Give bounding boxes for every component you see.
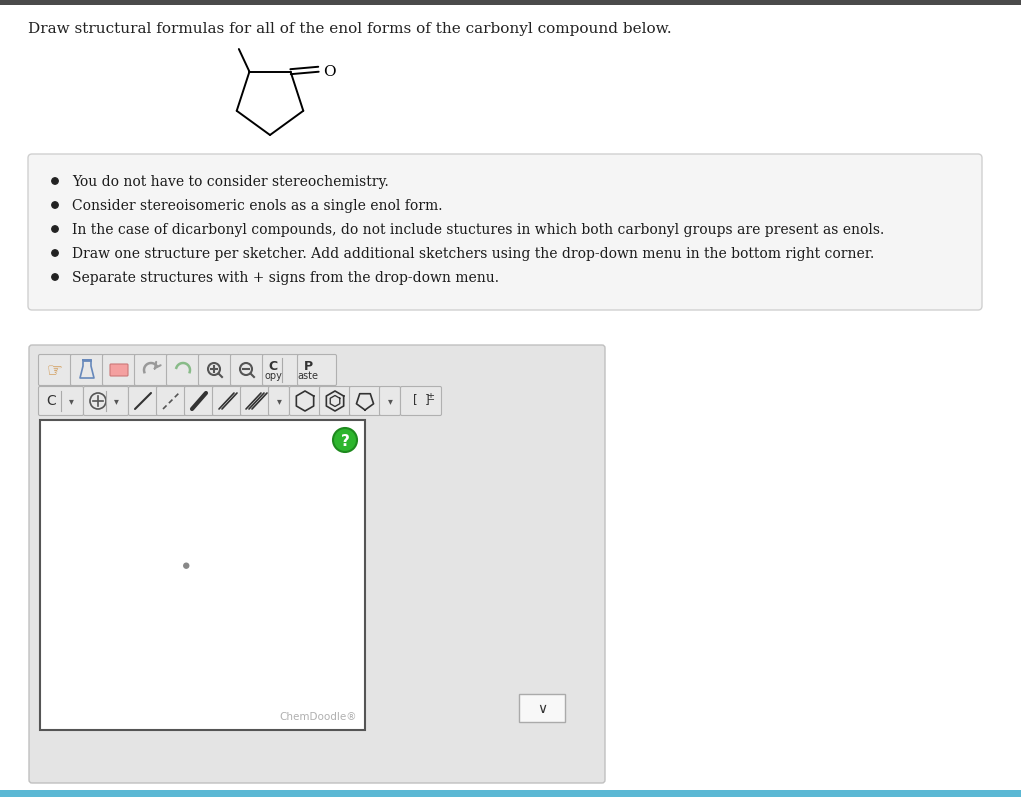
Text: aste: aste: [297, 371, 319, 381]
Circle shape: [52, 226, 58, 232]
Text: Consider stereoisomeric enols as a single enol form.: Consider stereoisomeric enols as a singl…: [72, 199, 442, 213]
FancyBboxPatch shape: [400, 387, 441, 415]
FancyBboxPatch shape: [241, 387, 270, 415]
FancyBboxPatch shape: [29, 345, 605, 783]
Bar: [519, 694, 565, 722]
Circle shape: [52, 202, 58, 208]
FancyBboxPatch shape: [166, 355, 199, 386]
Text: Draw structural formulas for all of the enol forms of the carbonyl compound belo: Draw structural formulas for all of the …: [28, 22, 672, 36]
Circle shape: [184, 563, 189, 568]
FancyBboxPatch shape: [262, 355, 299, 386]
Text: O: O: [324, 65, 336, 79]
Text: ?: ?: [341, 434, 349, 449]
Text: Draw one structure per sketcher. Add additional sketchers using the drop-down me: Draw one structure per sketcher. Add add…: [72, 247, 874, 261]
FancyBboxPatch shape: [269, 387, 290, 415]
Text: [  ]: [ ]: [412, 394, 430, 406]
FancyBboxPatch shape: [297, 355, 337, 386]
FancyBboxPatch shape: [39, 387, 84, 415]
FancyBboxPatch shape: [380, 387, 400, 415]
FancyBboxPatch shape: [320, 387, 350, 415]
Text: Separate structures with + signs from the drop-down menu.: Separate structures with + signs from th…: [72, 271, 499, 285]
FancyBboxPatch shape: [231, 355, 263, 386]
Text: ▾: ▾: [277, 396, 282, 406]
FancyBboxPatch shape: [198, 355, 232, 386]
FancyBboxPatch shape: [290, 387, 321, 415]
FancyBboxPatch shape: [84, 387, 129, 415]
Text: ±: ±: [426, 392, 434, 402]
Text: ▾: ▾: [388, 396, 392, 406]
FancyBboxPatch shape: [110, 364, 128, 376]
FancyBboxPatch shape: [135, 355, 167, 386]
Text: ☞: ☞: [47, 361, 63, 379]
FancyBboxPatch shape: [156, 387, 186, 415]
Text: ChemDoodle®: ChemDoodle®: [280, 712, 357, 722]
Circle shape: [333, 428, 357, 452]
Text: ∨: ∨: [537, 702, 547, 716]
Text: C: C: [46, 394, 56, 408]
Bar: [0, 0, 1021, 5]
FancyBboxPatch shape: [129, 387, 157, 415]
FancyBboxPatch shape: [349, 387, 381, 415]
Text: P: P: [303, 360, 312, 373]
FancyBboxPatch shape: [39, 355, 71, 386]
FancyBboxPatch shape: [185, 387, 213, 415]
Text: ▾: ▾: [113, 396, 118, 406]
Circle shape: [52, 178, 58, 184]
Bar: [40, 420, 364, 730]
Circle shape: [52, 274, 58, 281]
Text: In the case of dicarbonyl compounds, do not include stuctures in which both carb: In the case of dicarbonyl compounds, do …: [72, 223, 884, 237]
Text: You do not have to consider stereochemistry.: You do not have to consider stereochemis…: [72, 175, 389, 189]
Text: opy: opy: [264, 371, 282, 381]
Circle shape: [52, 249, 58, 256]
Bar: [0, 790, 1021, 797]
FancyBboxPatch shape: [28, 154, 982, 310]
FancyBboxPatch shape: [212, 387, 242, 415]
Text: C: C: [269, 360, 278, 373]
Text: ▾: ▾: [68, 396, 74, 406]
FancyBboxPatch shape: [102, 355, 136, 386]
FancyBboxPatch shape: [70, 355, 103, 386]
